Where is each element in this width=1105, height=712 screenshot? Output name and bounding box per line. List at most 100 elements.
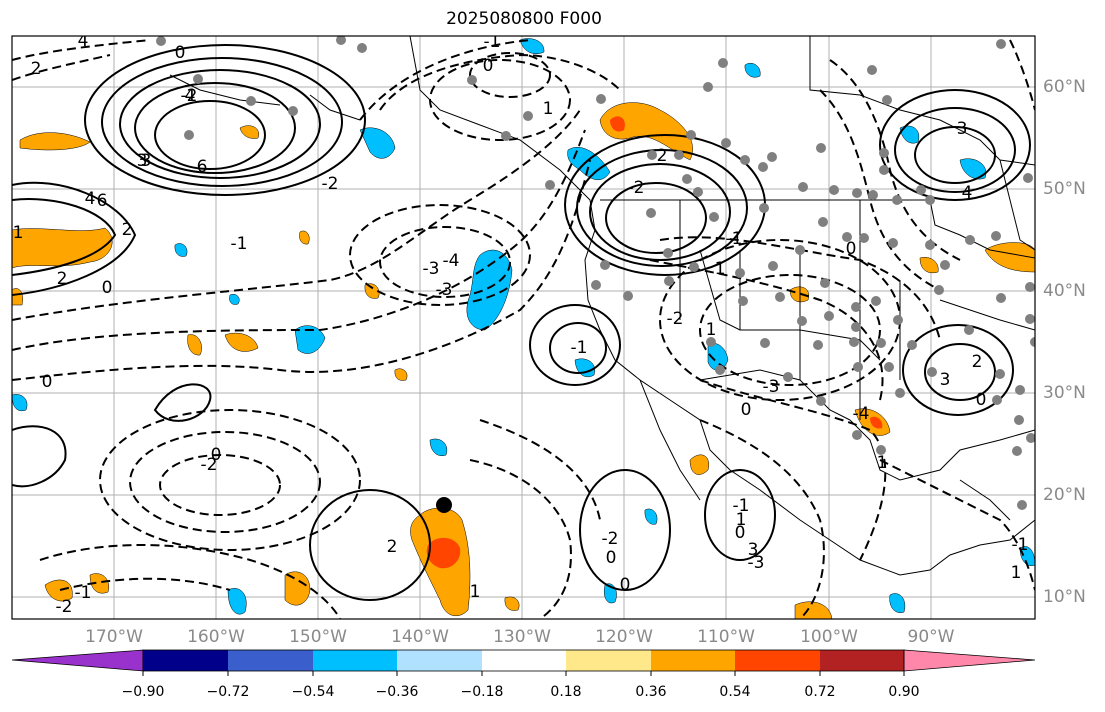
contour-label: 0 xyxy=(741,400,752,420)
contour-label: -2 xyxy=(322,174,339,194)
lon-label: 160°W xyxy=(187,627,245,647)
contour-label: -1 xyxy=(231,234,248,254)
contour-label: -2 xyxy=(602,529,619,549)
contour-label: 1 xyxy=(715,259,726,279)
map-gridlines xyxy=(12,36,1035,619)
contour-label: 6 xyxy=(197,157,208,177)
contour-label: -4 xyxy=(443,251,460,271)
contour-label: 3 xyxy=(141,151,152,171)
colorbar-tick-label: 0.72 xyxy=(804,684,836,700)
contour-label: 0 xyxy=(620,575,631,595)
colorbar-bin xyxy=(482,650,566,671)
colorbar-tick-label: 0.54 xyxy=(719,684,751,700)
lon-label: 120°W xyxy=(595,627,653,647)
contour-label: 1 xyxy=(543,99,554,119)
contour-label: 0 xyxy=(976,390,987,410)
map-frame xyxy=(11,35,1036,620)
contour-label: 1 xyxy=(1011,563,1022,583)
negative-anomaly-shading xyxy=(12,38,1035,615)
colorbar-bin xyxy=(228,650,313,671)
contour-label: 0 xyxy=(735,523,746,543)
contour-label: -2 xyxy=(628,178,645,198)
contour-label: 0 xyxy=(211,445,222,465)
contour-label: -3 xyxy=(763,377,780,397)
lat-label: 10°N xyxy=(1043,587,1086,607)
lon-label: 90°W xyxy=(907,627,955,647)
colorbar xyxy=(11,649,1036,676)
colorbar-bin xyxy=(735,650,820,671)
contour-label: 0 xyxy=(606,548,617,568)
colorbar-tick-label: −0.72 xyxy=(206,684,250,700)
lon-label: 140°W xyxy=(391,627,449,647)
contour-label: -1 xyxy=(484,32,501,52)
colorbar-tick-label: 0.90 xyxy=(888,684,920,700)
contour-label: 0 xyxy=(175,43,186,63)
colorbar-right-extend xyxy=(903,649,1036,672)
contour-label: 0 xyxy=(846,239,857,259)
lon-label: 100°W xyxy=(800,627,858,647)
colorbar-bin xyxy=(566,650,651,671)
contour-label: 1 xyxy=(736,510,747,530)
contour-label: 1 xyxy=(877,453,888,473)
strong-positive-anomaly-shading xyxy=(426,116,883,569)
contour-label: -2 xyxy=(667,309,684,329)
contour-label: 2 xyxy=(387,537,398,557)
station-dots xyxy=(156,36,1035,510)
colorbar-bin xyxy=(651,650,735,671)
lon-label: 130°W xyxy=(493,627,551,647)
contour-label: 3 xyxy=(748,540,759,560)
lon-label: 110°W xyxy=(697,627,755,647)
contour-label: 1 xyxy=(470,582,481,602)
contour-label: 2 xyxy=(972,352,983,372)
colorbar-tick-label: 0.36 xyxy=(635,684,667,700)
contour-label: 0 xyxy=(483,56,494,76)
contour-label: 6 xyxy=(97,191,108,211)
contour-label: 0 xyxy=(102,278,113,298)
contour-label: -4 xyxy=(853,404,870,424)
colorbar-tick-label: 0.18 xyxy=(550,684,582,700)
contour-label: -2 xyxy=(56,597,73,617)
lat-label: 50°N xyxy=(1043,179,1086,199)
lat-label: 40°N xyxy=(1043,281,1086,301)
colorbar-left-extend xyxy=(11,649,144,672)
lon-label: 170°W xyxy=(85,627,143,647)
lat-label: 60°N xyxy=(1043,77,1086,97)
colorbar-tick-label: −0.36 xyxy=(375,684,419,700)
contour-label: 4 xyxy=(962,183,973,203)
dashed-contours xyxy=(12,39,1035,619)
contour-label: 2 xyxy=(31,59,42,79)
contour-label: 3 xyxy=(137,151,148,171)
colorbar-tick-label: −0.54 xyxy=(291,684,335,700)
colorbar-tick-label: −0.90 xyxy=(121,684,165,700)
contour-label: -1 xyxy=(726,229,743,249)
colorbar-bin xyxy=(820,650,904,671)
lat-label: 20°N xyxy=(1043,485,1086,505)
contour-label: -3 xyxy=(423,259,440,279)
colorbar-bin xyxy=(397,650,482,671)
contour-label: 2 xyxy=(657,146,668,166)
contour-label: 3 xyxy=(940,370,951,390)
lat-label: 30°N xyxy=(1043,383,1086,403)
positive-anomaly-shading xyxy=(12,102,1035,619)
contour-label: 0 xyxy=(42,372,53,392)
storm-center-marker xyxy=(436,497,452,513)
contour-label: 4 xyxy=(185,86,196,106)
map-title: 2025080800 F000 xyxy=(446,9,602,29)
contour-label: -2 xyxy=(201,455,218,475)
contour-label: 1 xyxy=(706,320,717,340)
contour-label: 2 xyxy=(122,220,133,240)
contour-label: 2 xyxy=(57,269,68,289)
contour-label: -2 xyxy=(181,86,198,106)
contour-label: 4 xyxy=(78,31,89,51)
lon-label: 150°W xyxy=(289,627,347,647)
contour-label: 3 xyxy=(957,119,968,139)
contour-label: -1 xyxy=(733,496,750,516)
solid-contours xyxy=(12,44,1031,601)
contour-label: -1 xyxy=(75,583,92,603)
colorbar-tick-label: −0.18 xyxy=(460,684,504,700)
contour-label: 4 xyxy=(85,189,96,209)
contour-label: 1 xyxy=(13,223,24,243)
colorbar-bin xyxy=(143,650,228,671)
